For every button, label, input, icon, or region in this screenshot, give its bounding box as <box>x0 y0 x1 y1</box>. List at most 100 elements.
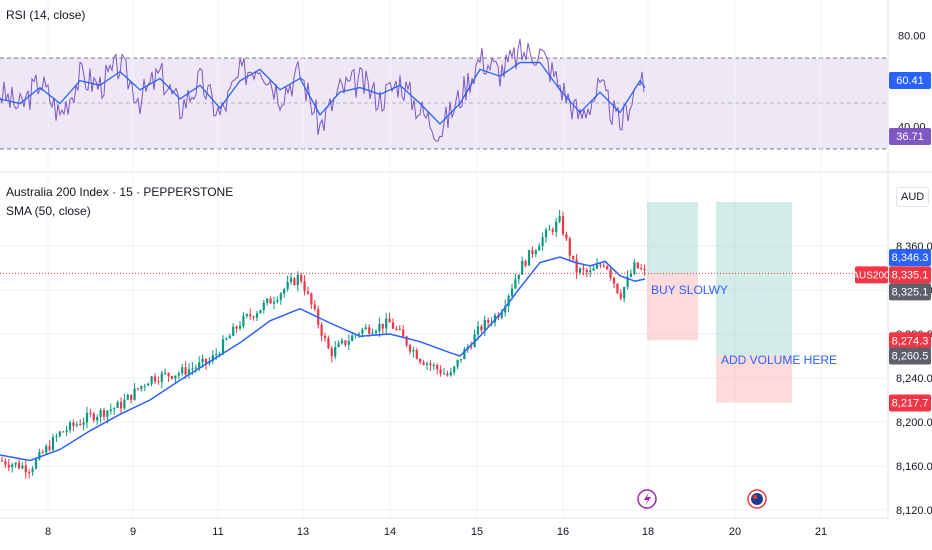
candle-body <box>378 323 381 332</box>
candle-body <box>296 275 299 285</box>
price-badge-text: 8,325.1 <box>892 286 929 298</box>
candle-body <box>0 460 4 462</box>
currency-button[interactable]: AUD <box>896 187 930 207</box>
candle-body <box>374 331 378 333</box>
candle-body <box>446 373 449 376</box>
sma-legend: SMA (50, close) <box>6 204 91 218</box>
candle-body <box>592 268 595 271</box>
candle-body <box>262 302 265 310</box>
candle-body <box>368 327 371 334</box>
candle-body <box>619 293 622 299</box>
price-badge-text: 8,274.3 <box>892 335 929 347</box>
time-axis-label: 9 <box>130 526 136 538</box>
candle-body <box>531 250 534 254</box>
candle-body <box>187 369 191 375</box>
time-axis-label: 16 <box>557 526 569 538</box>
time-axis-label: 15 <box>471 526 483 538</box>
candle-body <box>242 316 245 326</box>
candle-body <box>177 373 180 376</box>
candle-body <box>544 229 548 238</box>
candle-body <box>48 446 51 450</box>
candle-body <box>133 388 136 400</box>
price-badge-text: 8,335.1 <box>892 269 929 281</box>
candle-body <box>361 329 364 334</box>
candle-body <box>405 336 408 346</box>
candle-body <box>351 335 354 342</box>
loss-zone[interactable] <box>716 355 792 403</box>
candle-body <box>276 299 279 302</box>
profit-zone[interactable] <box>716 202 792 356</box>
candle-body <box>136 388 140 390</box>
candle-body <box>123 399 126 409</box>
candle-body <box>521 260 524 275</box>
candle-body <box>198 362 201 368</box>
candle-body <box>449 372 452 376</box>
time-axis-label: 14 <box>384 526 396 538</box>
candle-body <box>432 364 435 366</box>
candle-body <box>201 358 204 363</box>
lightning-event-icon[interactable] <box>637 489 657 509</box>
rsi-badge-text: 36.71 <box>896 131 924 143</box>
time-axis-label: 21 <box>815 526 827 538</box>
loss-zone[interactable] <box>647 273 698 341</box>
candle-body <box>266 298 269 303</box>
candle-body <box>548 229 551 231</box>
candle-body <box>130 394 133 400</box>
candle-body <box>62 431 65 433</box>
candle-body <box>439 369 442 374</box>
candle-body <box>585 269 588 273</box>
candle-body <box>633 262 636 274</box>
candle-body <box>415 350 418 359</box>
candle-body <box>303 281 306 292</box>
price-badge <box>889 249 931 267</box>
candle-body <box>476 326 480 335</box>
candle-body <box>334 347 337 357</box>
candle-body <box>487 320 490 323</box>
rsi-title: RSI (14, close) <box>6 8 86 22</box>
candle-body <box>425 363 429 365</box>
candle-body <box>28 472 31 474</box>
flag-event-icon[interactable] <box>747 489 767 509</box>
candle-body <box>602 265 605 267</box>
candle-body <box>293 278 296 285</box>
candle-body <box>575 259 578 273</box>
position-boxes <box>647 202 792 403</box>
price-badge <box>889 332 931 350</box>
candle-body <box>589 270 592 273</box>
candle-body <box>582 268 585 270</box>
candle-body <box>221 339 225 355</box>
candle-body <box>279 293 282 300</box>
candle-body <box>269 298 272 304</box>
candle-body <box>79 424 82 426</box>
candle-body <box>500 312 503 318</box>
candle-body <box>113 407 116 410</box>
candle-body <box>51 436 55 450</box>
price-badge <box>889 347 931 365</box>
candle-body <box>612 277 616 284</box>
candle-body <box>109 409 112 411</box>
candle-body <box>609 269 612 278</box>
candle-body <box>364 327 367 330</box>
candle-body <box>24 465 27 473</box>
candle-body <box>436 364 439 370</box>
candle-body <box>578 268 582 273</box>
candle-body <box>140 386 143 390</box>
price-badge <box>889 266 931 284</box>
candle-body <box>323 336 327 339</box>
series-lines <box>0 38 646 462</box>
candle-body <box>442 373 446 375</box>
profit-zone[interactable] <box>647 202 698 274</box>
candle-body <box>106 410 109 417</box>
candle-body <box>561 215 565 235</box>
symbol-tag-text: AUS200 <box>852 270 890 281</box>
candle-body <box>21 465 24 469</box>
candle-body <box>606 266 609 270</box>
candle-body <box>55 436 58 438</box>
candle-body <box>483 320 486 331</box>
time-axis-label: 18 <box>642 526 654 538</box>
candle-body <box>507 295 510 307</box>
candle-body <box>347 341 350 345</box>
candle-body <box>228 335 231 339</box>
candle-body <box>337 343 340 348</box>
